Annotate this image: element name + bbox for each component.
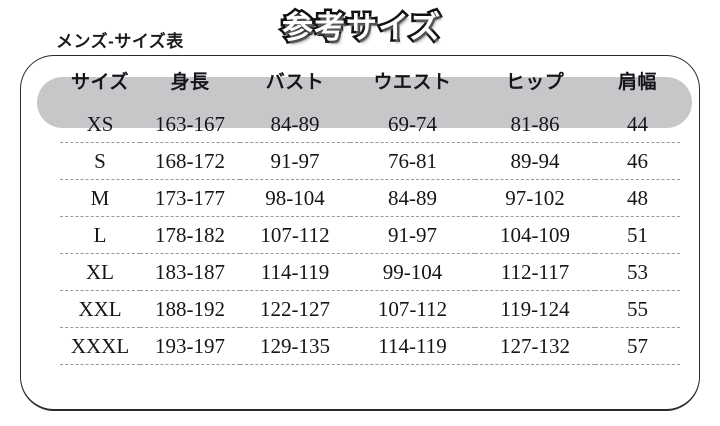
cell-height: 163-167 <box>140 106 240 143</box>
cell-hip: 89-94 <box>475 142 595 180</box>
column-header-bust: バスト <box>265 72 325 93</box>
cell-shoulder: 44 <box>595 106 680 143</box>
cell-hip: 112-117 <box>475 253 595 291</box>
cell-waist: 99-104 <box>350 253 475 291</box>
row-spacer-right <box>680 254 700 291</box>
cell-bust: 84-89 <box>240 106 350 143</box>
cell-hip: 81-86 <box>475 106 595 143</box>
row-spacer-right <box>680 106 700 143</box>
cell-shoulder: 53 <box>595 253 680 291</box>
cell-shoulder: 57 <box>595 327 680 365</box>
row-spacer-left <box>20 180 60 217</box>
cell-size: XXL <box>60 290 140 328</box>
table-row: XL 183-187 114-119 99-104 112-117 53 <box>20 253 700 291</box>
cell-height: 183-187 <box>140 253 240 291</box>
cell-size: M <box>60 179 140 217</box>
cell-height: 193-197 <box>140 327 240 365</box>
cell-bust: 98-104 <box>240 179 350 217</box>
row-spacer-left <box>20 143 60 180</box>
cell-bust: 107-112 <box>240 216 350 254</box>
column-header-hip: ヒップ <box>505 72 565 93</box>
cell-waist: 69-74 <box>350 106 475 143</box>
header-spacer-right <box>680 55 700 106</box>
row-spacer-right <box>680 180 700 217</box>
cell-bust: 129-135 <box>240 327 350 365</box>
row-spacer-left <box>20 328 60 365</box>
cell-bust: 122-127 <box>240 290 350 328</box>
cell-size: L <box>60 216 140 254</box>
column-header-waist: ウエスト <box>373 72 452 93</box>
header-spacer-left <box>20 55 60 106</box>
cell-height: 178-182 <box>140 216 240 254</box>
size-chart-table-wrapper: サイズ 身長 バスト ウエスト ヒップ 肩幅 XS 163-167 84-89 … <box>20 55 700 411</box>
row-spacer-left <box>20 291 60 328</box>
row-spacer-left <box>20 217 60 254</box>
cell-shoulder: 46 <box>595 142 680 180</box>
table-row: XXXL 193-197 129-135 114-119 127-132 57 <box>20 327 700 365</box>
cell-shoulder: 51 <box>595 216 680 254</box>
table-body: XS 163-167 84-89 69-74 81-86 44 S 168-17… <box>20 106 700 365</box>
cell-shoulder: 48 <box>595 179 680 217</box>
size-chart-table: サイズ 身長 バスト ウエスト ヒップ 肩幅 XS 163-167 84-89 … <box>20 55 700 365</box>
table-row: XXL 188-192 122-127 107-112 119-124 55 <box>20 290 700 328</box>
chart-title: 参考サイズ <box>279 8 442 48</box>
cell-waist: 107-112 <box>350 290 475 328</box>
cell-size: XS <box>60 106 140 143</box>
cell-height: 168-172 <box>140 142 240 180</box>
cell-height: 188-192 <box>140 290 240 328</box>
cell-bust: 91-97 <box>240 142 350 180</box>
cell-hip: 119-124 <box>475 290 595 328</box>
row-spacer-left <box>20 254 60 291</box>
cell-waist: 76-81 <box>350 142 475 180</box>
column-header-shoulder: 肩幅 <box>617 72 657 93</box>
cell-hip: 104-109 <box>475 216 595 254</box>
cell-size: XL <box>60 253 140 291</box>
table-row: L 178-182 107-112 91-97 104-109 51 <box>20 216 700 254</box>
row-spacer-right <box>680 143 700 180</box>
cell-bust: 114-119 <box>240 253 350 291</box>
cell-shoulder: 55 <box>595 290 680 328</box>
table-row: M 173-177 98-104 84-89 97-102 48 <box>20 179 700 217</box>
table-header-row: サイズ 身長 バスト ウエスト ヒップ 肩幅 <box>20 55 700 106</box>
table-row: S 168-172 91-97 76-81 89-94 46 <box>20 142 700 180</box>
column-header-size: サイズ <box>71 72 129 93</box>
column-header-height: 身長 <box>170 72 210 93</box>
cell-height: 173-177 <box>140 179 240 217</box>
cell-waist: 114-119 <box>350 327 475 365</box>
chart-subtitle: メンズ-サイズ表 <box>56 32 184 51</box>
table-head: サイズ 身長 バスト ウエスト ヒップ 肩幅 <box>20 55 700 106</box>
row-spacer-right <box>680 291 700 328</box>
row-spacer-left <box>20 106 60 143</box>
cell-hip: 97-102 <box>475 179 595 217</box>
cell-hip: 127-132 <box>475 327 595 365</box>
row-spacer-right <box>680 328 700 365</box>
table-row: XS 163-167 84-89 69-74 81-86 44 <box>20 106 700 143</box>
cell-size: S <box>60 142 140 180</box>
row-spacer-right <box>680 217 700 254</box>
cell-waist: 84-89 <box>350 179 475 217</box>
cell-waist: 91-97 <box>350 216 475 254</box>
cell-size: XXXL <box>60 327 140 365</box>
